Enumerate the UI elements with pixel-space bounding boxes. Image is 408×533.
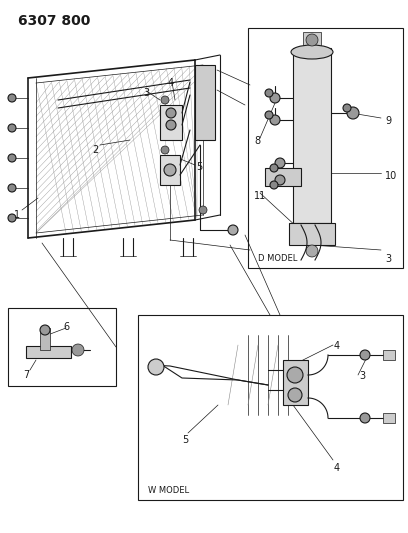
Bar xyxy=(160,105,182,140)
Circle shape xyxy=(72,344,84,356)
Circle shape xyxy=(148,359,164,375)
Circle shape xyxy=(270,93,280,103)
Bar xyxy=(8,308,116,386)
Circle shape xyxy=(8,154,16,162)
Circle shape xyxy=(166,120,176,130)
Text: 9: 9 xyxy=(385,116,391,126)
Circle shape xyxy=(270,164,278,172)
Text: 1: 1 xyxy=(14,210,20,220)
Text: 2: 2 xyxy=(92,145,98,155)
Text: 4: 4 xyxy=(334,463,340,473)
Text: 6: 6 xyxy=(63,322,69,332)
Ellipse shape xyxy=(291,45,333,59)
Circle shape xyxy=(164,164,176,176)
Circle shape xyxy=(360,413,370,423)
Circle shape xyxy=(360,350,370,360)
Text: 5: 5 xyxy=(182,435,188,445)
Text: 3: 3 xyxy=(385,254,391,264)
Text: 3: 3 xyxy=(143,88,149,98)
Text: 7: 7 xyxy=(23,370,29,380)
Circle shape xyxy=(8,214,16,222)
Circle shape xyxy=(275,158,285,168)
Bar xyxy=(26,346,71,358)
Circle shape xyxy=(270,181,278,189)
Circle shape xyxy=(228,225,238,235)
Text: W MODEL: W MODEL xyxy=(148,486,189,495)
Bar xyxy=(160,155,180,185)
Text: 8: 8 xyxy=(254,136,260,146)
Bar xyxy=(303,32,321,50)
Text: D MODEL: D MODEL xyxy=(258,254,297,263)
Bar xyxy=(195,65,215,140)
Bar xyxy=(293,48,331,223)
Circle shape xyxy=(265,89,273,97)
Text: 3: 3 xyxy=(359,371,365,381)
Circle shape xyxy=(347,107,359,119)
Text: 4: 4 xyxy=(334,341,340,351)
Bar xyxy=(265,168,301,186)
Text: 11: 11 xyxy=(254,191,266,201)
Circle shape xyxy=(166,108,176,118)
Circle shape xyxy=(288,388,302,402)
Circle shape xyxy=(8,94,16,102)
Bar xyxy=(383,413,395,423)
Text: 5: 5 xyxy=(196,162,202,172)
Text: 6307 800: 6307 800 xyxy=(18,14,91,28)
Circle shape xyxy=(306,34,318,46)
Circle shape xyxy=(161,146,169,154)
Circle shape xyxy=(275,175,285,185)
Circle shape xyxy=(8,124,16,132)
Circle shape xyxy=(343,104,351,112)
Circle shape xyxy=(161,96,169,104)
Text: 4: 4 xyxy=(168,78,174,88)
Bar xyxy=(283,360,308,405)
Circle shape xyxy=(199,206,207,214)
Bar xyxy=(138,315,403,500)
Circle shape xyxy=(8,184,16,192)
Circle shape xyxy=(306,245,318,257)
Bar xyxy=(248,28,403,268)
Bar xyxy=(289,223,335,245)
Bar xyxy=(40,328,50,350)
Text: 10: 10 xyxy=(385,171,397,181)
Circle shape xyxy=(270,115,280,125)
Bar xyxy=(383,350,395,360)
Circle shape xyxy=(40,325,50,335)
Circle shape xyxy=(265,111,273,119)
Circle shape xyxy=(287,367,303,383)
